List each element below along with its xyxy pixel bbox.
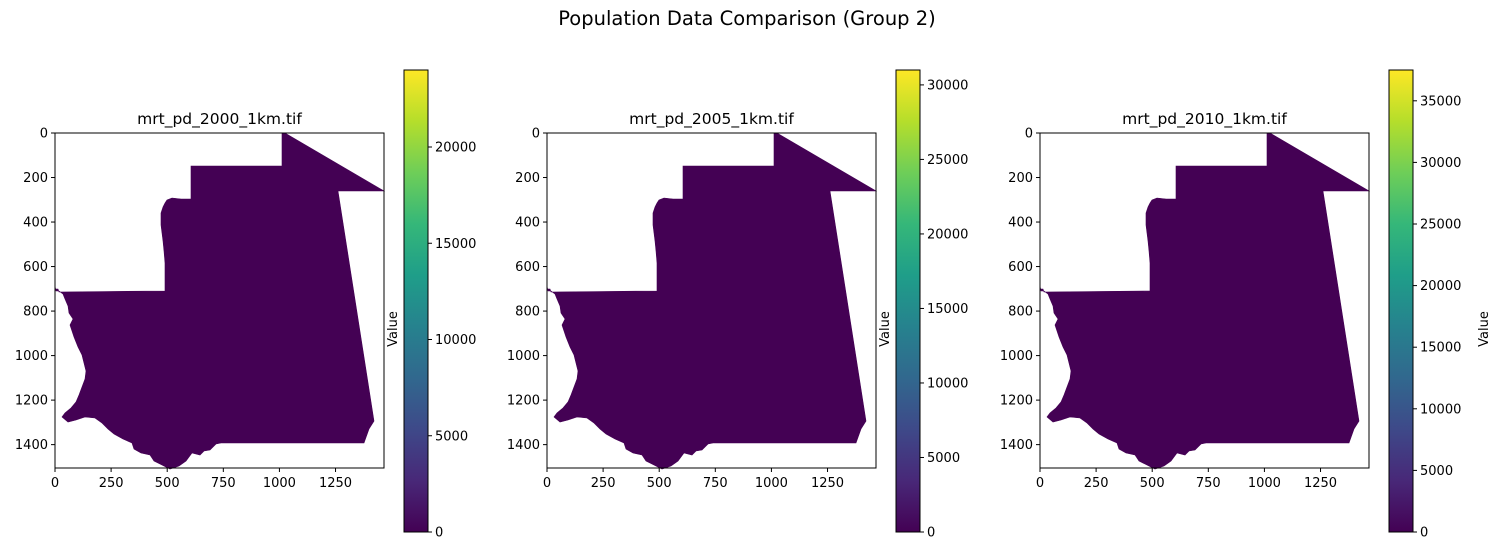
colorbar-tick-label: 20000 — [927, 227, 968, 242]
raster-image — [54, 132, 386, 470]
axes-frame — [546, 132, 877, 469]
y-tick-label: 1200 — [15, 394, 48, 409]
colorbar-frame — [1388, 69, 1414, 533]
colorbar-tick-label: 25000 — [927, 153, 968, 168]
axes-frame — [54, 132, 385, 469]
x-tick-label: 1000 — [1248, 476, 1281, 491]
x-tick-label: 500 — [155, 476, 180, 491]
colorbar-tick-label: 15000 — [927, 302, 968, 317]
colorbar-tick-label: 0 — [1420, 526, 1428, 541]
x-tick-label: 1250 — [1304, 476, 1337, 491]
y-tick-label: 1000 — [1000, 349, 1033, 364]
x-tick-label: 500 — [647, 476, 672, 491]
colorbar — [1389, 70, 1413, 532]
x-tick-label: 1250 — [811, 476, 844, 491]
colorbar-tick-label: 10000 — [435, 333, 476, 348]
y-tick-label: 0 — [532, 127, 540, 142]
y-tick-label: 800 — [23, 305, 48, 320]
panel-1: mrt_pd_2000_1km.tif 0 250 500 750 1000 1250 0 20… — [15, 69, 476, 541]
y-tick-label: 1400 — [15, 438, 48, 453]
x-tick-label: 0 — [1036, 476, 1044, 491]
y-tick-label: 1200 — [507, 394, 540, 409]
colorbar-tick-label: 30000 — [1420, 156, 1461, 171]
colorbar-label: Value — [878, 311, 893, 347]
panel-2: mrt_pd_2005_1km.tif 0 250 500 750 1000 1250 0 20… — [507, 69, 968, 541]
y-tick-label: 400 — [1008, 216, 1033, 231]
y-tick-label: 200 — [1008, 171, 1033, 186]
panel-title: mrt_pd_2005_1km.tif — [629, 110, 794, 129]
colorbar-label: Value — [386, 311, 401, 347]
colorbar-tick-label: 5000 — [435, 429, 468, 444]
colorbar-tick-label: 25000 — [1420, 218, 1461, 233]
x-tick-label: 750 — [211, 476, 236, 491]
x-tick-label: 0 — [51, 476, 59, 491]
x-tick-label: 750 — [1196, 476, 1221, 491]
y-tick-label: 400 — [23, 216, 48, 231]
x-tick-label: 500 — [1140, 476, 1165, 491]
y-tick-label: 1400 — [1000, 438, 1033, 453]
raster-image — [1039, 132, 1371, 470]
y-tick-label: 200 — [515, 171, 540, 186]
y-tick-label: 1000 — [15, 349, 48, 364]
colorbar-tick-label: 15000 — [435, 237, 476, 252]
figure-title: Population Data Comparison (Group 2) — [558, 7, 936, 30]
colorbar — [404, 70, 428, 532]
colorbar-label: Value — [1477, 311, 1492, 347]
colorbar-tick-label: 30000 — [927, 78, 968, 93]
y-tick-label: 800 — [1008, 305, 1033, 320]
colorbar-tick-label: 20000 — [435, 141, 476, 156]
y-tick-label: 1400 — [507, 438, 540, 453]
colorbar — [896, 70, 920, 532]
x-tick-label: 1000 — [263, 476, 296, 491]
y-tick-label: 1200 — [1000, 394, 1033, 409]
y-tick-label: 600 — [23, 260, 48, 275]
x-tick-label: 1000 — [755, 476, 788, 491]
colorbar-tick-label: 5000 — [927, 451, 960, 466]
colorbar-tick-label: 10000 — [1420, 402, 1461, 417]
panel-title: mrt_pd_2010_1km.tif — [1122, 110, 1287, 129]
axes-frame — [1039, 132, 1370, 469]
x-tick-label: 0 — [543, 476, 551, 491]
y-tick-label: 800 — [515, 305, 540, 320]
colorbar-tick-label: 0 — [927, 526, 935, 541]
y-tick-label: 600 — [515, 260, 540, 275]
colorbar-tick-label: 15000 — [1420, 341, 1461, 356]
x-tick-label: 750 — [703, 476, 728, 491]
panel-title: mrt_pd_2000_1km.tif — [137, 110, 302, 129]
y-tick-label: 0 — [1025, 127, 1033, 142]
x-tick-label: 250 — [99, 476, 124, 491]
colorbar-tick-label: 35000 — [1420, 94, 1461, 109]
panel-3: mrt_pd_2010_1km.tif 0 250 500 750 1000 1250 0 20… — [1000, 69, 1492, 541]
raster-image — [546, 132, 878, 470]
x-tick-label: 250 — [1084, 476, 1109, 491]
x-tick-label: 250 — [591, 476, 616, 491]
y-tick-label: 0 — [40, 127, 48, 142]
colorbar-frame — [895, 69, 921, 533]
colorbar-tick-label: 5000 — [1420, 464, 1453, 479]
y-tick-label: 600 — [1008, 260, 1033, 275]
y-tick-label: 1000 — [507, 349, 540, 364]
colorbar-tick-label: 20000 — [1420, 279, 1461, 294]
y-tick-label: 200 — [23, 171, 48, 186]
y-tick-label: 400 — [515, 216, 540, 231]
x-tick-label: 1250 — [319, 476, 352, 491]
colorbar-tick-label: 10000 — [927, 376, 968, 391]
colorbar-tick-label: 0 — [435, 526, 443, 541]
colorbar-frame — [403, 69, 429, 533]
